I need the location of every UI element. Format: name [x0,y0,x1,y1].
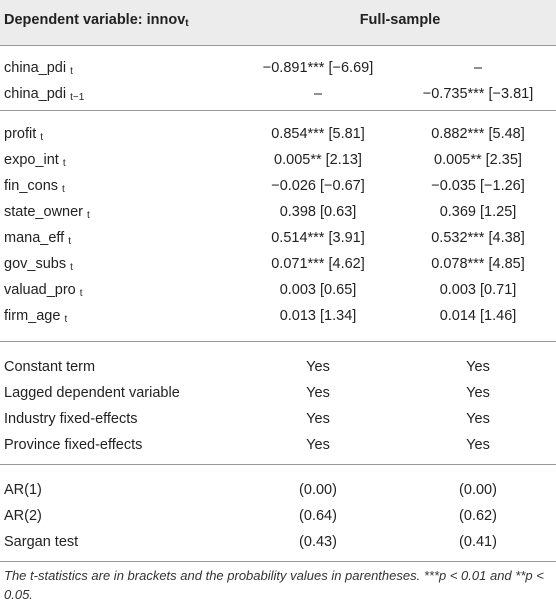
row-label: Province fixed-effects [4,432,142,458]
value-cell: – [313,86,323,102]
row-name: china_pdi [4,86,67,102]
value-cell: 0.532*** [4.38] [431,230,525,246]
row-subscript: t [62,158,66,169]
row-label: china_pdi t [4,55,73,85]
value-cell: (0.43) [299,534,337,550]
row-name: Province fixed-effects [4,437,143,453]
row-label: profit t [4,121,43,151]
row-label: AR(2) [4,503,42,529]
value-cell: 0.071*** [4.62] [271,256,365,272]
row-label: AR(1) [4,477,42,503]
row-name: firm_age [4,308,61,324]
value-cell: Yes [466,385,490,401]
row-name: state_owner [4,204,83,220]
value-cell: 0.398 [0.63] [279,204,357,220]
rule [0,110,556,111]
value-cell: 0.005** [2.35] [434,152,522,168]
row-name: mana_eff [4,230,65,246]
value-cell: Yes [306,437,330,453]
row-name: fin_cons [4,178,59,194]
group-header: Full-sample [359,12,441,28]
row-name: Industry fixed-effects [4,411,138,427]
value-cell: Yes [306,385,330,401]
row-label: mana_eff t [4,225,71,255]
value-cell: 0.369 [1.25] [439,204,517,220]
row-label: china_pdi t−1 [4,81,84,111]
row-name: Sargan test [4,534,79,550]
value-cell: (0.64) [299,508,337,524]
value-cell: −0.735*** [−3.81] [422,86,534,102]
row-name: Lagged dependent variable [4,385,180,401]
value-cell: Yes [466,411,490,427]
value-cell: −0.026 [−0.67] [271,178,365,194]
row-label: expo_int t [4,147,66,177]
row-name: china_pdi [4,60,67,76]
row-label: Constant term [4,354,95,380]
value-cell: −0.035 [−1.26] [431,178,525,194]
row-label: Sargan test [4,529,78,555]
row-name: valuad_pro [4,282,76,298]
row-subscript: t [64,314,68,325]
row-label: firm_age t [4,303,67,333]
dep-var-subscript: t [185,18,189,29]
dep-var-label: Dependent variable: innov [4,12,186,28]
row-subscript: t [70,262,73,273]
value-cell: Yes [466,359,490,375]
value-cell: 0.014 [1.46] [439,308,517,324]
row-subscript: t [87,210,90,221]
row-subscript: t [62,184,65,195]
row-subscript: t [79,288,83,299]
value-cell: Yes [466,437,490,453]
row-name: AR(2) [4,508,42,524]
value-cell: 0.005** [2.13] [274,152,362,168]
dep-var-header: Dependent variable: innovt [4,12,189,29]
row-name: profit [4,126,37,142]
row-label: fin_cons t [4,173,65,203]
rule [0,341,556,342]
row-label: valuad_pro t [4,277,83,307]
value-cell: (0.41) [459,534,497,550]
value-cell: (0.00) [299,482,337,498]
row-subscript: t−1 [70,92,85,103]
row-subscript: t [70,66,73,77]
header-background [0,0,556,45]
value-cell: Yes [306,411,330,427]
value-cell: 0.882*** [5.48] [431,126,525,142]
row-name: Constant term [4,359,96,375]
row-label: Lagged dependent variable [4,380,180,406]
row-label: state_owner t [4,199,90,229]
row-label: Industry fixed-effects [4,406,138,432]
value-cell: 0.003 [0.65] [279,282,357,298]
rule [0,561,556,562]
value-cell: – [473,60,483,76]
value-cell: Yes [306,359,330,375]
value-cell: (0.00) [459,482,497,498]
row-name: gov_subs [4,256,67,272]
value-cell: 0.078*** [4.85] [431,256,525,272]
row-name: AR(1) [4,482,42,498]
table-note: The t-statistics are in brackets and the… [4,568,544,602]
rule [0,464,556,465]
row-subscript: t [40,132,44,143]
value-cell: 0.854*** [5.81] [271,126,365,142]
row-subscript: t [68,236,72,247]
rule [0,45,556,46]
row-label: gov_subs t [4,251,73,281]
value-cell: 0.003 [0.71] [439,282,517,298]
value-cell: (0.62) [459,508,497,524]
value-cell: −0.891*** [−6.69] [262,60,374,76]
value-cell: 0.514*** [3.91] [271,230,365,246]
row-name: expo_int [4,152,59,168]
value-cell: 0.013 [1.34] [279,308,357,324]
